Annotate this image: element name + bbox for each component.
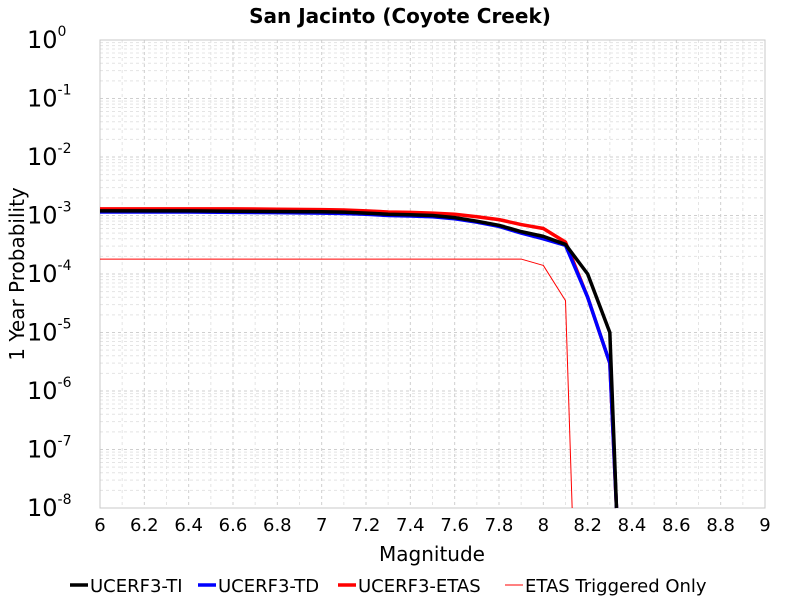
x-tick-label: 7.4 bbox=[396, 515, 425, 536]
x-tick-label: 6.6 bbox=[219, 515, 248, 536]
x-tick-label: 7 bbox=[316, 515, 327, 536]
legend: UCERF3-TI UCERF3-TD UCERF3-ETAS ETAS Trigge… bbox=[70, 576, 707, 597]
x-tick-label: 6.4 bbox=[174, 515, 203, 536]
y-tick-label: 10-6 bbox=[27, 375, 72, 405]
series-line-ucerf3-ti bbox=[100, 209, 619, 509]
x-tick-label: 9 bbox=[759, 515, 770, 536]
x-tick-label: 8.6 bbox=[662, 515, 691, 536]
series-layer bbox=[100, 207, 619, 509]
y-tick-label: 10-7 bbox=[27, 434, 72, 464]
series-line-etas-triggered-only bbox=[100, 258, 573, 509]
chart-title: San Jacinto (Coyote Creek) bbox=[249, 4, 551, 28]
y-tick-label: 10-5 bbox=[27, 317, 72, 347]
x-axis-label: Magnitude bbox=[379, 542, 485, 566]
x-tick-labels: 6 6.2 6.4 6.6 6.8 7 7.2 7.4 7.6 7.8 8 8.2 8.4 8.6 8.8 9 bbox=[94, 515, 770, 536]
y-tick-label: 10-1 bbox=[27, 83, 72, 113]
x-tick-label: 6 bbox=[94, 515, 105, 536]
x-tick-label: 8 bbox=[538, 515, 549, 536]
x-tick-label: 6.2 bbox=[130, 515, 159, 536]
y-tick-label: 100 bbox=[27, 24, 66, 54]
legend-label: ETAS Triggered Only bbox=[525, 576, 707, 597]
series-line-ucerf3-etas bbox=[100, 207, 619, 509]
legend-label: UCERF3-TI bbox=[90, 576, 183, 597]
y-tick-label: 10-4 bbox=[27, 258, 72, 288]
x-tick-label: 8.2 bbox=[573, 515, 602, 536]
y-tick-labels: 100 10-1 10-2 10-3 10-4 10-5 10-6 10-7 10-8 bbox=[27, 24, 72, 522]
y-tick-label: 10-3 bbox=[27, 200, 72, 230]
plot-area-border bbox=[99, 39, 766, 509]
x-tick-label: 8.8 bbox=[706, 515, 735, 536]
y-tick-label: 10-2 bbox=[27, 141, 72, 171]
legend-label: UCERF3-ETAS bbox=[358, 576, 481, 597]
x-tick-label: 7.2 bbox=[352, 515, 381, 536]
x-tick-label: 6.8 bbox=[263, 515, 292, 536]
y-axis-label: 1 Year Probability bbox=[5, 187, 29, 361]
grid-minor bbox=[100, 40, 765, 508]
x-tick-label: 7.6 bbox=[440, 515, 469, 536]
x-tick-label: 8.4 bbox=[618, 515, 647, 536]
y-tick-label: 10-8 bbox=[27, 492, 72, 522]
x-tick-label: 7.8 bbox=[485, 515, 514, 536]
legend-label: UCERF3-TD bbox=[218, 576, 319, 597]
